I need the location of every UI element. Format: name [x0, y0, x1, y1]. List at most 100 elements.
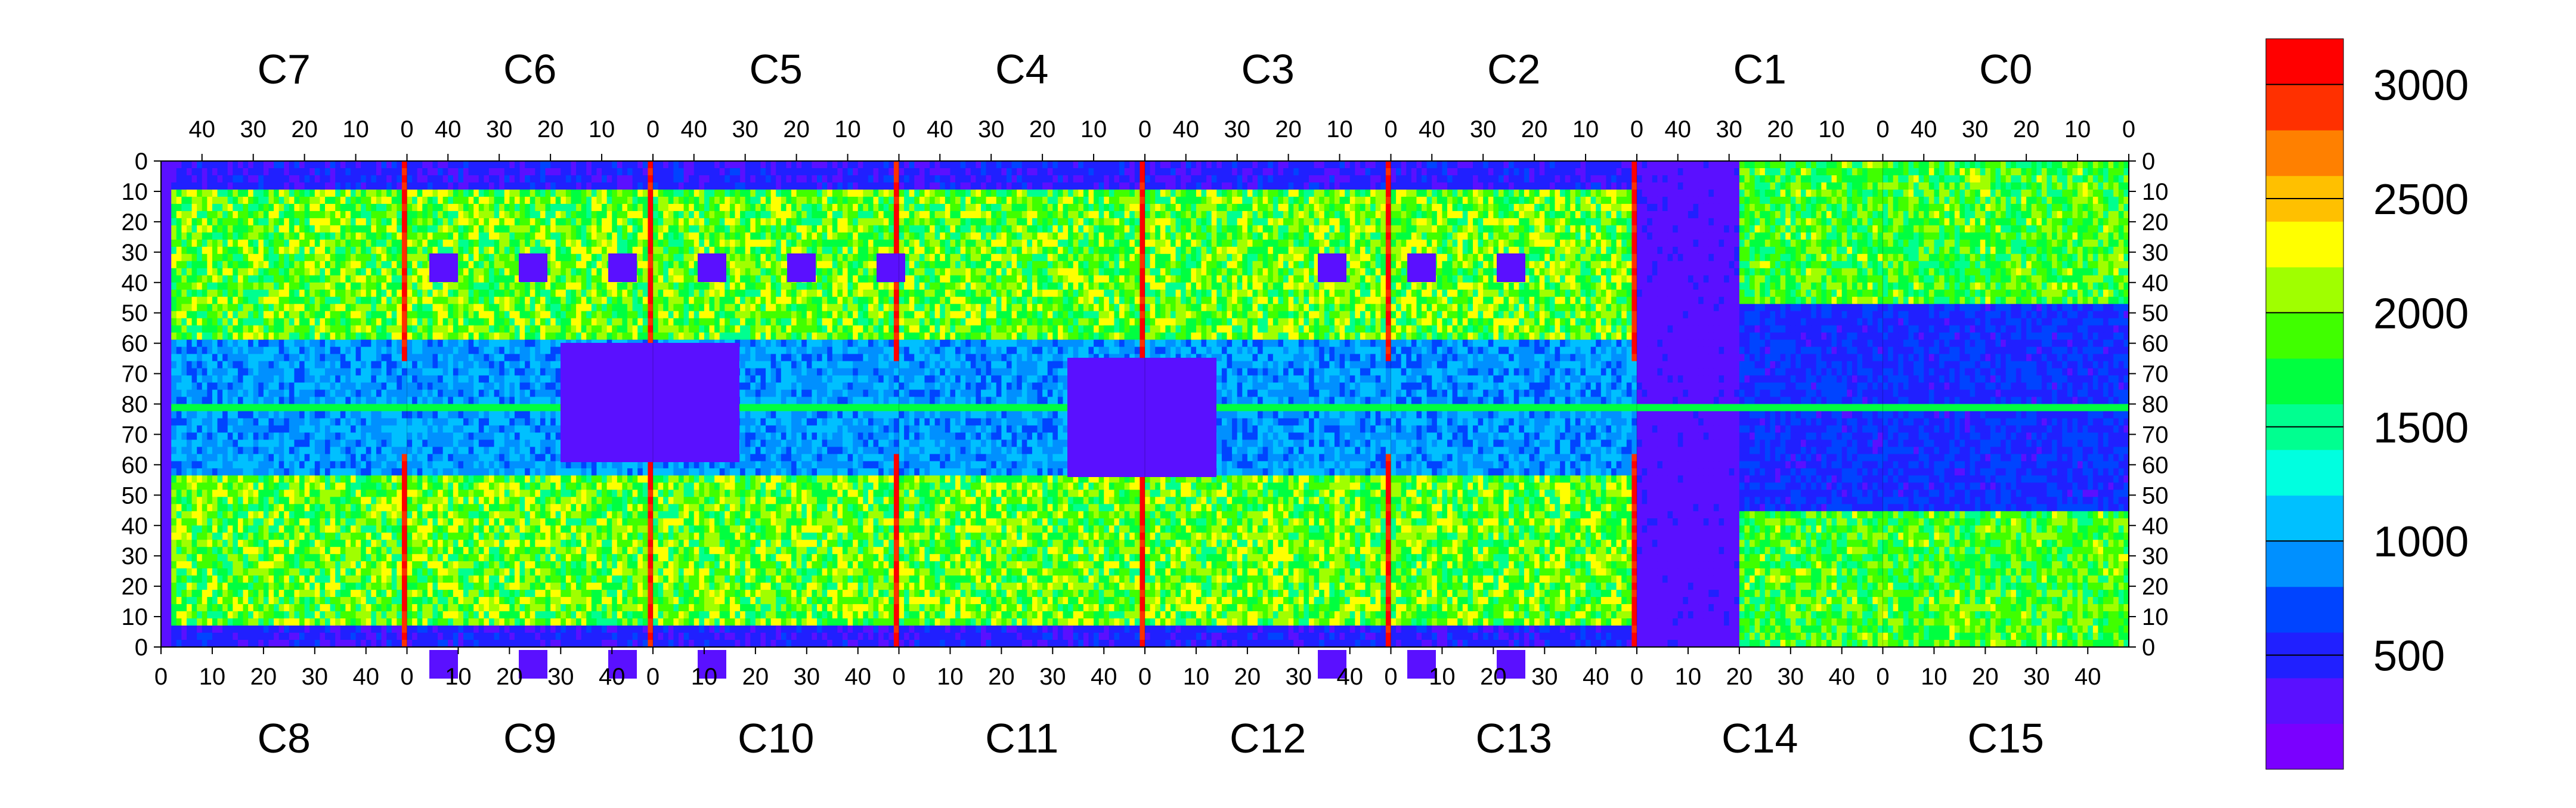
- bottom-tick-label: 30: [1778, 664, 1804, 690]
- bottom-tick-label: 10: [691, 664, 718, 690]
- colorbar-swatch: [2266, 130, 2343, 176]
- bottom-tick-label: 20: [250, 664, 277, 690]
- bottom-tick-label: 20: [1972, 664, 1999, 690]
- bottom-tick-label: 10: [199, 664, 226, 690]
- chip-label-bottom: C14: [1722, 715, 1798, 761]
- bottom-tick-label: 40: [1337, 664, 1364, 690]
- bottom-tick-label: 40: [353, 664, 380, 690]
- top-tick-label: 40: [681, 116, 708, 143]
- chip-label-top: C6: [503, 46, 556, 92]
- top-tick-label: 10: [1818, 116, 1845, 143]
- bottom-tick-label: 30: [794, 664, 821, 690]
- top-tick-label: 0: [2122, 116, 2135, 143]
- colorbar-swatch: [2266, 587, 2343, 633]
- dark-patch: [787, 253, 816, 282]
- bottom-tick-label: 40: [2075, 664, 2101, 690]
- bottom-tick-label: 0: [1138, 664, 1151, 690]
- colorbar-swatch: [2266, 267, 2343, 313]
- top-tick-label: 40: [1911, 116, 1937, 143]
- top-tick-label: 20: [1767, 116, 1794, 143]
- top-tick-label: 40: [1419, 116, 1445, 143]
- top-tick-label: 30: [732, 116, 758, 143]
- top-tick-label: 40: [1665, 116, 1692, 143]
- bottom-tick-label: 30: [1286, 664, 1312, 690]
- right-tick-label: 40: [2142, 513, 2169, 539]
- bottom-tick-label: 10: [445, 664, 472, 690]
- colorbar-swatch: [2266, 496, 2343, 541]
- top-tick-label: 0: [1138, 116, 1151, 143]
- right-tick-label: 0: [2142, 148, 2155, 175]
- top-tick-label: 30: [978, 116, 1005, 143]
- colorbar-swatch: [2266, 221, 2343, 267]
- top-tick-label: 10: [1326, 116, 1353, 143]
- right-tick-label: 0: [2142, 634, 2155, 661]
- right-tick-label: 10: [2142, 604, 2169, 630]
- right-tick-label: 30: [2142, 240, 2169, 266]
- top-tick-label: 40: [927, 116, 953, 143]
- bottom-tick-label: 0: [646, 664, 660, 690]
- left-tick-label: 30: [122, 543, 148, 569]
- left-tick-label: 40: [122, 513, 148, 539]
- top-tick-label: 0: [400, 116, 413, 143]
- bottom-tick-label: 30: [1531, 664, 1558, 690]
- bottom-tick-label: 0: [1630, 664, 1643, 690]
- left-tick-label: 40: [122, 270, 148, 296]
- bottom-tick-label: 20: [496, 664, 523, 690]
- bottom-tick-label: 40: [1829, 664, 1856, 690]
- bottom-tick-label: 30: [2023, 664, 2050, 690]
- bottom-tick-label: 30: [547, 664, 574, 690]
- bottom-tick-label: 10: [937, 664, 964, 690]
- top-tick-label: 0: [1630, 116, 1643, 143]
- left-tick-label: 20: [122, 574, 148, 600]
- bottom-tick-label: 0: [892, 664, 905, 690]
- top-tick-label: 10: [589, 116, 615, 143]
- bottom-tick-label: 30: [302, 664, 329, 690]
- chip-label-top: C4: [995, 46, 1048, 92]
- dark-block: [561, 343, 739, 462]
- left-tick-label: 10: [122, 179, 148, 205]
- left-tick-label: 50: [122, 301, 148, 327]
- chip-label-top: C0: [1979, 46, 2032, 92]
- top-tick-label: 30: [1224, 116, 1250, 143]
- chip-label-top: C5: [750, 46, 803, 92]
- chip-label-top: C3: [1241, 46, 1295, 92]
- colorbar-swatch: [2266, 39, 2343, 85]
- dark-patch: [1318, 253, 1346, 282]
- dark-block: [1067, 358, 1216, 477]
- colorbar-swatch: [2266, 723, 2343, 769]
- top-tick-label: 20: [1029, 116, 1056, 143]
- top-tick-label: 30: [486, 116, 513, 143]
- colorbar-tick-label: 500: [2373, 633, 2445, 680]
- top-tick-label: 0: [892, 116, 905, 143]
- top-tick-label: 30: [1962, 116, 1989, 143]
- chip-label-bottom: C15: [1968, 715, 2044, 761]
- right-tick-label: 60: [2142, 452, 2169, 478]
- top-tick-label: 30: [1470, 116, 1497, 143]
- top-tick-label: 20: [783, 116, 810, 143]
- right-tick-label: 40: [2142, 270, 2169, 296]
- dark-patch: [519, 253, 547, 282]
- bottom-tick-label: 0: [1876, 664, 1889, 690]
- left-tick-label: 20: [122, 209, 148, 236]
- top-tick-label: 40: [1173, 116, 1200, 143]
- colorbar-tick-label: 2000: [2373, 290, 2469, 338]
- right-tick-label: 10: [2142, 179, 2169, 205]
- bottom-tick-label: 0: [400, 664, 413, 690]
- colorbar-tick-label: 1500: [2373, 404, 2469, 452]
- dark-patch: [519, 650, 547, 679]
- left-tick-label: 10: [122, 604, 148, 630]
- dark-patch: [1497, 253, 1525, 282]
- top-tick-label: 10: [1572, 116, 1599, 143]
- chip-label-top: C2: [1487, 46, 1540, 92]
- left-tick-label: 60: [122, 452, 148, 478]
- bottom-tick-label: 30: [1039, 664, 1066, 690]
- bottom-tick-label: 10: [1921, 664, 1948, 690]
- left-tick-label: 70: [122, 361, 148, 388]
- top-tick-label: 0: [646, 116, 660, 143]
- left-tick-label: 0: [135, 634, 148, 661]
- bottom-tick-label: 20: [1480, 664, 1507, 690]
- right-tick-label: 80: [2142, 392, 2169, 418]
- dark-patch: [698, 253, 726, 282]
- chip-label-bottom: C11: [985, 715, 1058, 761]
